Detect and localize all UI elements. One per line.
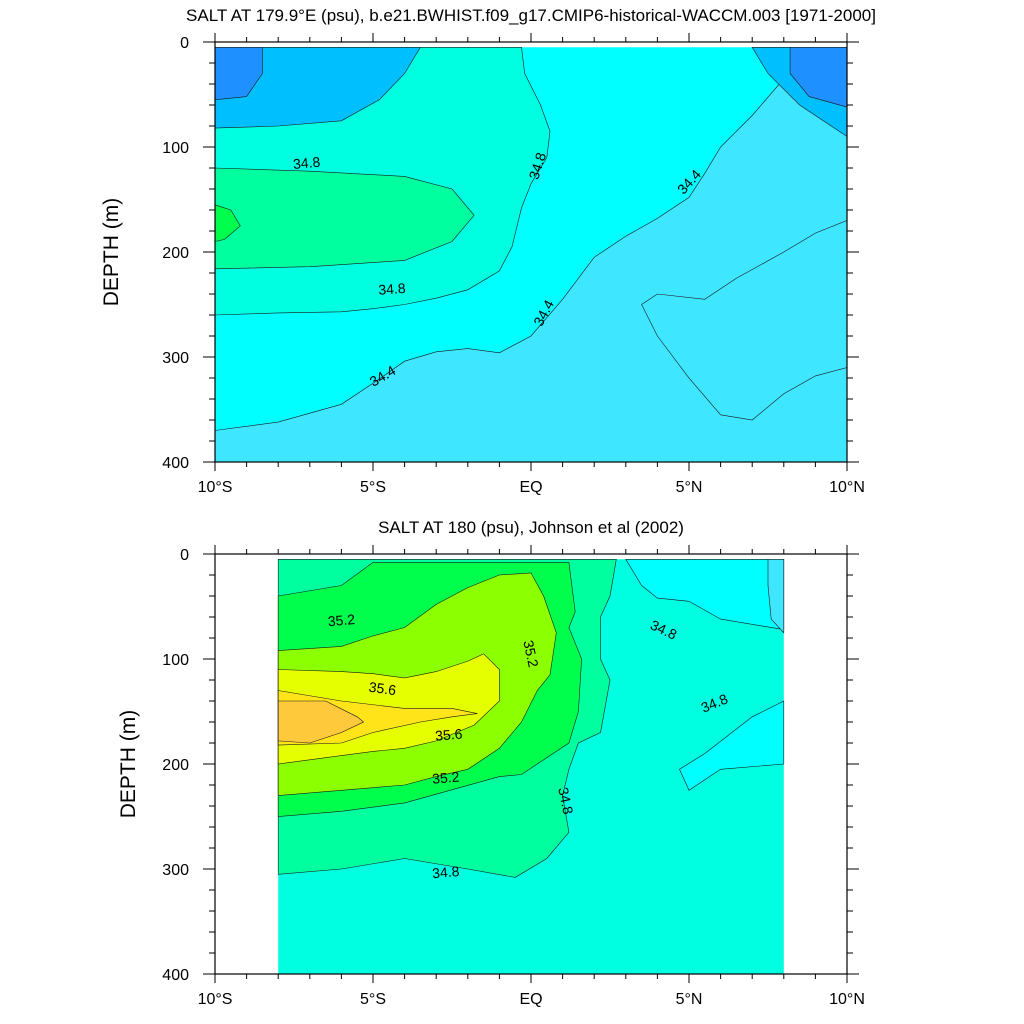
y-tick-label: 300 [162, 350, 189, 367]
contour-label: 34.8 [555, 786, 576, 816]
y-tick-label: 200 [162, 245, 189, 262]
panel-bottom-title: SALT AT 180 (psu), Johnson et al (2002) [378, 518, 684, 537]
x-tick-label: 5°S [360, 991, 386, 1008]
contour-label-text: 35.2 [520, 639, 541, 669]
y-tick-label: 0 [180, 547, 189, 564]
contour-label-text: 35.6 [435, 725, 464, 743]
x-tick-label: 10°N [829, 479, 865, 496]
contour-region-34-4 [641, 220, 848, 421]
x-tick-label: 5°S [360, 479, 386, 496]
contour-label-text: 34.8 [555, 786, 576, 816]
y-tick-label: 0 [180, 35, 189, 52]
contour-label-text: 34.8 [378, 280, 407, 298]
contour-region-34-2 [214, 46, 421, 129]
x-tick-label: 10°S [198, 991, 233, 1008]
contour-label-text: 34.8 [431, 863, 460, 881]
contour-region-34-6 [679, 700, 785, 791]
contour-label: 34.8 [292, 154, 321, 172]
contour-label-text: 34.8 [292, 154, 321, 172]
panel-top-plot-area: 10°S 5°S EQ 5°N 10°N010020030040034.834.834.… [162, 33, 865, 496]
panel-bottom-ylabel: DEPTH (m) [117, 710, 140, 819]
panel-top-title: SALT AT 179.9°E (psu), b.e21.BWHIST.f09_… [186, 6, 876, 25]
contour-region-34-4 [767, 558, 785, 634]
panel-bottom: SALT AT 180 (psu), Johnson et al (2002) … [117, 518, 865, 1008]
contour-label: 34.8 [378, 280, 407, 298]
x-tick-label: 5°N [676, 991, 703, 1008]
contour-label: 35.2 [431, 768, 460, 786]
contour-label-text: 35.6 [368, 679, 397, 699]
contour-label: 35.2 [520, 639, 541, 669]
y-tick-label: 200 [162, 757, 189, 774]
contour-label: 35.6 [435, 725, 464, 743]
panel-top: SALT AT 179.9°E (psu), b.e21.BWHIST.f09_… [100, 6, 876, 496]
contour-label: 35.2 [327, 611, 356, 629]
contour-label-text: 35.2 [327, 611, 356, 629]
y-tick-label: 400 [162, 967, 189, 984]
y-tick-label: 400 [162, 455, 189, 472]
y-tick-label: 100 [162, 652, 189, 669]
panel-top-ylabel: DEPTH (m) [100, 198, 123, 307]
panel-bottom-plot-area: 10°S 5°S EQ 5°N 10°N 0 100 200 300 400 35.2 35.6 35.… [162, 545, 865, 1008]
contour-region-35-0 [214, 167, 475, 270]
x-tick-label: EQ [519, 479, 542, 496]
x-tick-label: 5°N [676, 479, 703, 496]
x-tick-label: 10°S [198, 479, 233, 496]
y-tick-label: 300 [162, 862, 189, 879]
contour-label: 34.8 [431, 863, 460, 881]
y-tick-label: 100 [162, 140, 189, 157]
contour-region-36-0 [277, 700, 365, 744]
contour-label-text: 35.2 [431, 768, 460, 786]
x-tick-label: 10°N [829, 991, 865, 1008]
x-tick-label: EQ [519, 991, 542, 1008]
contour-label: 35.6 [368, 679, 397, 699]
